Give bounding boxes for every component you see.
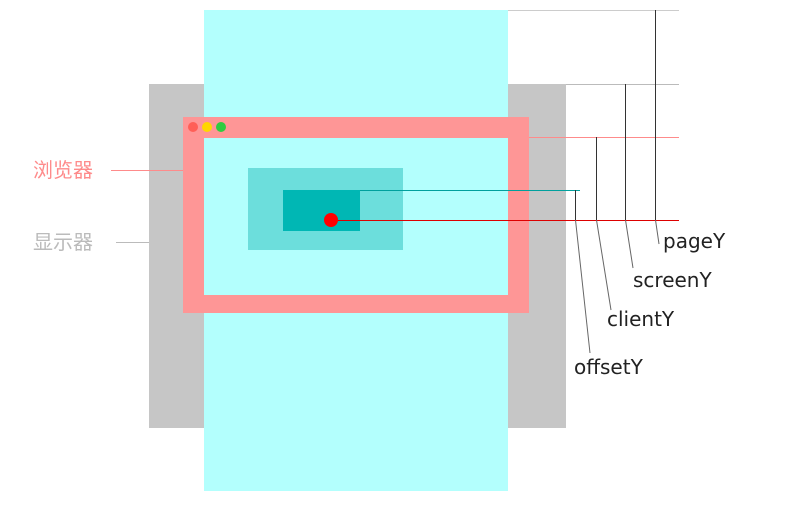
screenY-leader (625, 219, 634, 269)
browser-label: 浏览器 (33, 158, 93, 182)
clientY-leader (596, 219, 612, 311)
clientY-label: clientY (607, 307, 675, 331)
display-label: 显示器 (33, 230, 93, 254)
offsetY-label: offsetY (574, 355, 644, 379)
maximize-dot-icon (216, 122, 226, 132)
pageY-label: pageY (663, 229, 726, 253)
minimize-dot-icon (202, 122, 212, 132)
offsetY-leader (575, 219, 591, 354)
target-element (283, 190, 360, 231)
screenY-label: screenY (633, 268, 712, 292)
mouse-point (324, 213, 338, 227)
pageY-leader (655, 219, 660, 245)
close-dot-icon (188, 122, 198, 132)
